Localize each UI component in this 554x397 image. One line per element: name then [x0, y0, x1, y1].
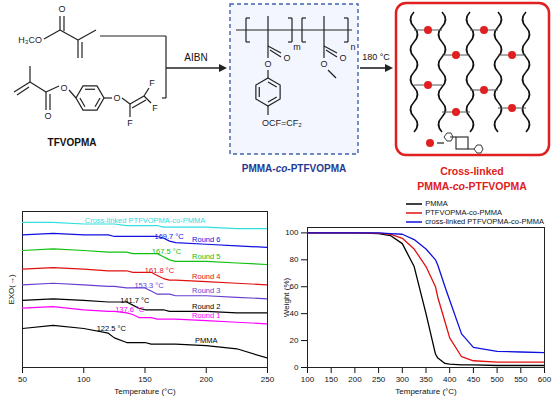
svg-text:Cross-linked PTFVOPMA-co-PMMA: Cross-linked PTFVOPMA-co-PMMA — [85, 216, 205, 225]
html-text:cross-linked PTFVOPMA-co-PMMA: cross-linked PTFVOPMA-co-PMMA — [425, 217, 544, 226]
svg-text:161.8 °C: 161.8 °C — [145, 266, 175, 275]
svg-text:O: O — [60, 83, 67, 93]
svg-text:153.3 °C: 153.3 °C — [134, 281, 164, 290]
svg-text:0: 0 — [294, 363, 299, 372]
svg-text:O: O — [320, 59, 327, 69]
svg-text:200: 200 — [200, 375, 214, 384]
svg-text:169.7 °C: 169.7 °C — [154, 232, 184, 241]
svg-text:Round 2: Round 2 — [192, 302, 220, 311]
svg-text:AIBN: AIBN — [184, 52, 207, 63]
svg-text:250: 250 — [372, 375, 386, 384]
svg-text:F: F — [149, 78, 155, 88]
svg-text:m: m — [293, 42, 301, 52]
svg-text:O: O — [44, 111, 51, 121]
svg-text:Round 3: Round 3 — [192, 286, 220, 295]
svg-text:Temperature (°C): Temperature (°C) — [395, 387, 457, 396]
svg-text:F: F — [127, 118, 133, 128]
svg-text:122.5 °C: 122.5 °C — [97, 324, 127, 333]
svg-text:PMMA-co-PTFVOPMA: PMMA-co-PTFVOPMA — [242, 163, 346, 174]
svg-text:Round 4: Round 4 — [192, 272, 220, 281]
svg-text:H₃CO: H₃CO — [18, 35, 42, 45]
svg-text:Round 6: Round 6 — [192, 235, 220, 244]
svg-text:O: O — [113, 93, 120, 103]
svg-text:20: 20 — [290, 336, 299, 345]
svg-text:O: O — [283, 53, 290, 63]
svg-text:150: 150 — [325, 375, 339, 384]
svg-text:500: 500 — [490, 375, 504, 384]
svg-text:60: 60 — [289, 282, 299, 292]
svg-text:141.7 °C: 141.7 °C — [120, 296, 150, 305]
svg-text:O: O — [58, 4, 65, 14]
svg-text:50: 50 — [18, 375, 27, 384]
svg-text:n: n — [350, 42, 355, 52]
html-text:PMMA: PMMA — [425, 199, 448, 208]
html-text:PTFVOPMA-co-PMMA: PTFVOPMA-co-PMMA — [425, 208, 502, 217]
svg-text:F: F — [152, 103, 158, 113]
svg-text:100: 100 — [301, 375, 315, 384]
svg-text:180 °C: 180 °C — [362, 52, 390, 62]
svg-text:300: 300 — [396, 375, 410, 384]
svg-text:EXO(→): EXO(→) — [7, 274, 16, 305]
svg-text:167.5 °C: 167.5 °C — [152, 247, 182, 256]
svg-text:200: 200 — [348, 375, 362, 384]
svg-text:O: O — [339, 53, 346, 63]
svg-text:TFVOPMA: TFVOPMA — [48, 137, 97, 148]
svg-text:550: 550 — [514, 375, 528, 384]
svg-text:100: 100 — [77, 375, 91, 384]
svg-text:Weight (%): Weight (%) — [282, 277, 291, 317]
svg-text:Round 5: Round 5 — [192, 252, 220, 261]
svg-text:137.6 °C: 137.6 °C — [115, 305, 145, 314]
svg-text:100: 100 — [285, 228, 299, 237]
svg-text:PMMA-co-PTFVOPMA: PMMA-co-PTFVOPMA — [417, 180, 527, 192]
svg-text:OCF=CF₂: OCF=CF₂ — [262, 118, 302, 128]
svg-text:250: 250 — [261, 375, 275, 384]
svg-text:O: O — [264, 59, 271, 69]
svg-text:400: 400 — [443, 375, 457, 384]
svg-text:600: 600 — [538, 375, 552, 384]
svg-text:Round 1: Round 1 — [192, 311, 220, 320]
svg-text:80: 80 — [290, 255, 299, 264]
svg-text:40: 40 — [289, 309, 299, 319]
svg-text:350: 350 — [419, 375, 433, 384]
svg-text:150: 150 — [138, 375, 152, 384]
svg-text:Temperature (°C): Temperature (°C) — [114, 387, 176, 396]
svg-text:Cross-linked: Cross-linked — [440, 165, 504, 177]
svg-text:PMMA: PMMA — [195, 336, 218, 345]
svg-text:450: 450 — [467, 375, 481, 384]
